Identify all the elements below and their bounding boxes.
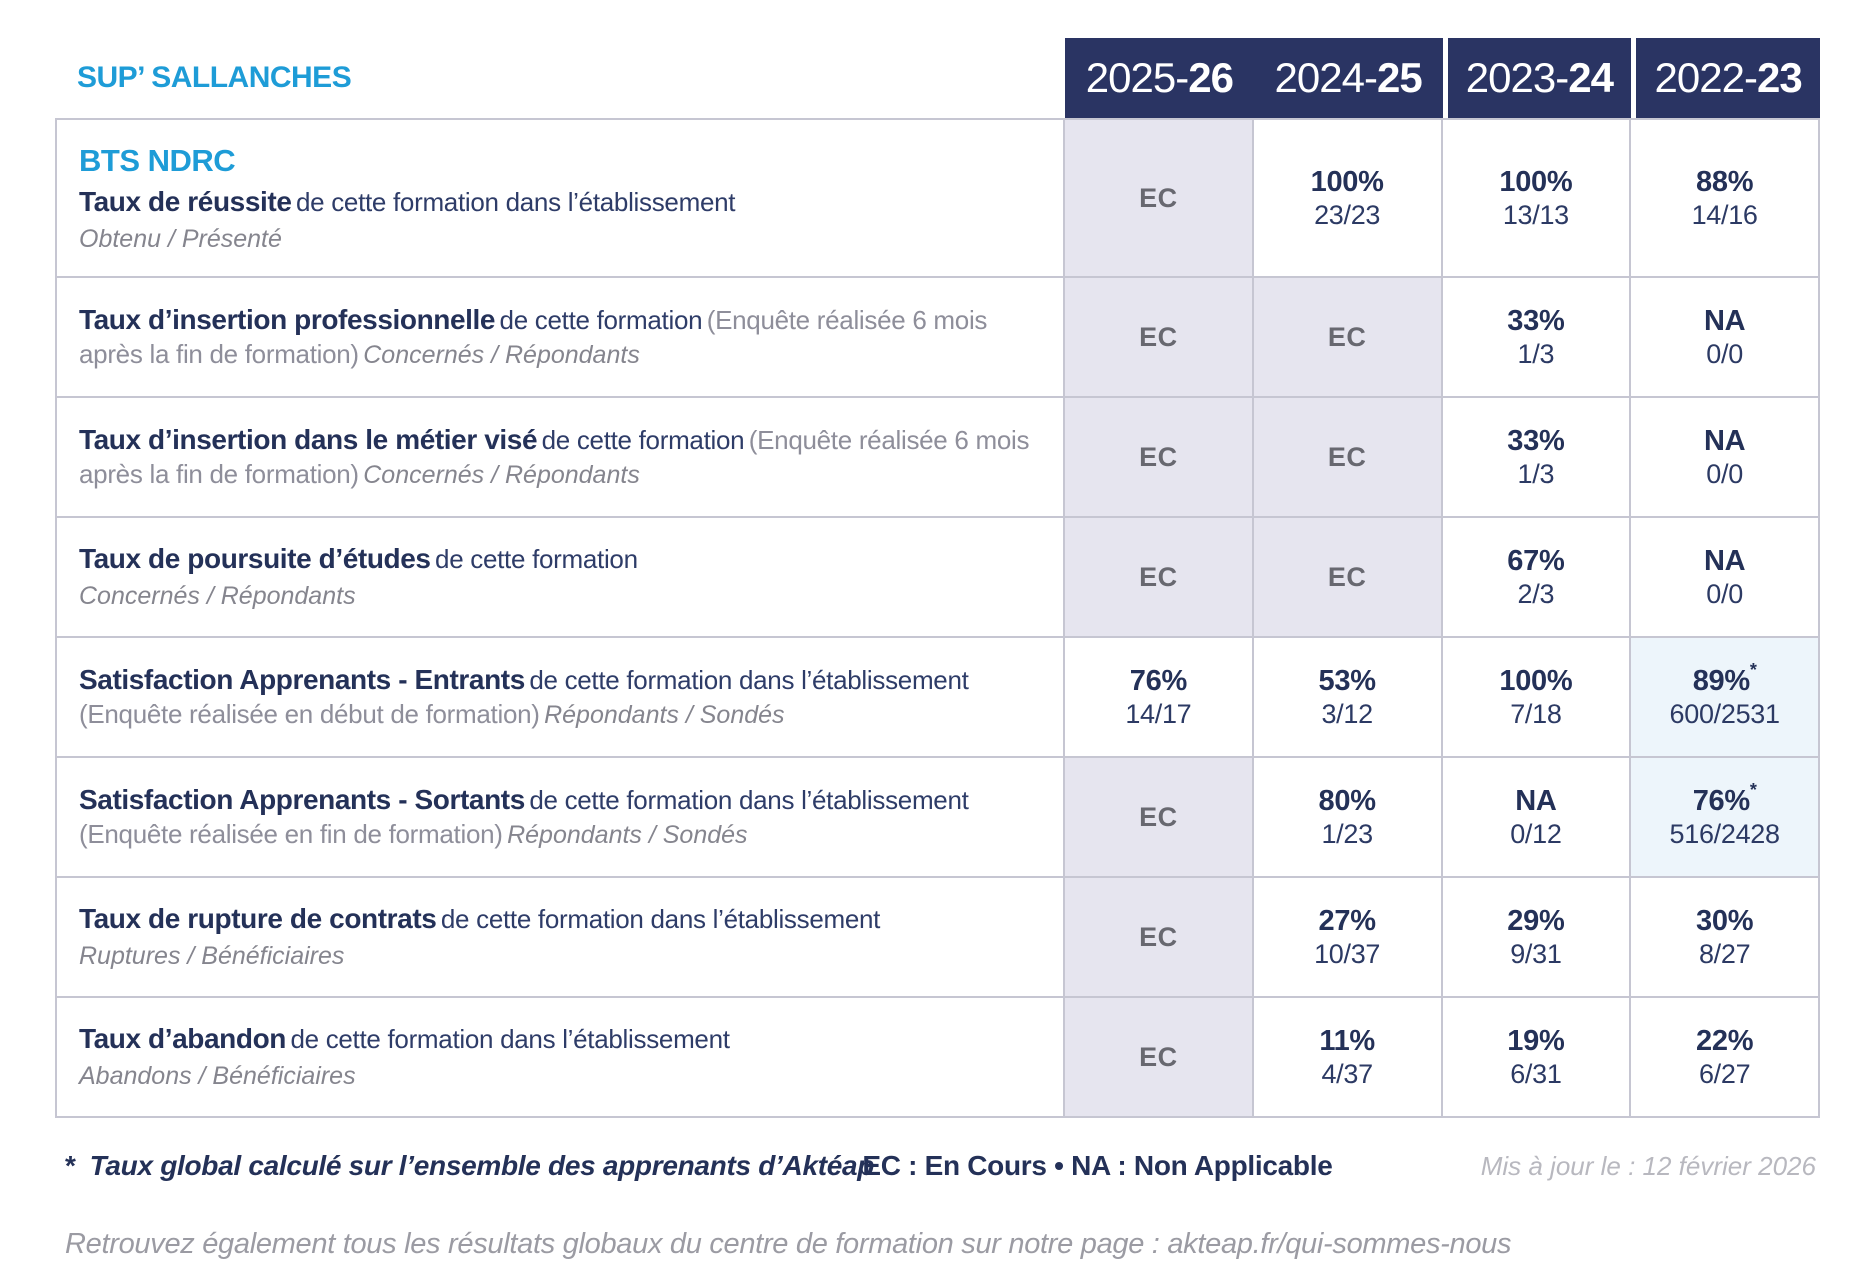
year-header-2025-26: 2025- 26 [1085,54,1234,101]
row-label: Satisfaction Apprenants - Sortants de ce… [57,758,1063,876]
row-label: Taux de rupture de contrats de cette for… [57,878,1063,996]
value-cell: 33% 1/3 [1440,398,1630,516]
value-cell: EC [1251,518,1441,636]
asterisk: * [1749,779,1757,800]
value-cell: EC [1063,998,1252,1116]
value-cell: 53% 3/12 [1251,638,1441,756]
row-label: Taux d’abandon de cette formation dans l… [57,998,1063,1116]
row-label: Taux d’insertion professionnelle de cett… [57,278,1063,396]
row-label: BTS NDRC Taux de réussite de cette forma… [57,120,1063,276]
year-header-2024-25: 2024- 25 [1274,54,1423,101]
asterisk: * [65,1150,76,1181]
year-header-2022-23: 2022- 23 [1631,38,1820,118]
row-sublabel: Abandons / Bénéficiaires [79,1061,356,1090]
value-cell: 11% 4/37 [1251,998,1441,1116]
table-row: Taux d’abandon de cette formation dans l… [57,996,1818,1116]
value-cell: NA 0/0 [1629,278,1818,396]
value-cell: 30% 8/27 [1629,878,1818,996]
value-cell: NA 0/0 [1629,398,1818,516]
table-row: Satisfaction Apprenants - Entrants de ce… [57,636,1818,756]
year-header-group-recent: 2025- 26 2024- 25 [1065,38,1443,118]
value-cell: 29% 9/31 [1440,878,1630,996]
value-cell: 76% 14/17 [1063,638,1252,756]
abbreviation-legend: EC : En Cours • NA : Non Applicable [862,1150,1333,1181]
table-row: Taux d’insertion dans le métier visé de … [57,396,1818,516]
last-updated: Mis à jour le : 12 février 2026 [1480,1151,1816,1181]
program-title: BTS NDRC [79,142,236,178]
table-row: Taux de poursuite d’études de cette form… [57,516,1818,636]
row-sublabel: Obtenu / Présenté [79,224,282,253]
asterisk: * [1749,659,1757,680]
value-cell: 19% 6/31 [1440,998,1630,1116]
value-cell: EC [1251,398,1441,516]
year-header-2023-24: 2023- 24 [1442,38,1632,118]
value-cell: 27% 10/37 [1251,878,1441,996]
table-header: SUP’ SALLANCHES 2025- 26 2024- 25 2023- 24 … [55,38,1820,118]
value-cell: 80% 1/23 [1251,758,1441,876]
value-cell: 100% 23/23 [1251,120,1441,276]
value-cell: 33% 1/3 [1440,278,1630,396]
footnote-bar: * Taux global calculé sur l’ensemble des … [55,1150,1820,1182]
row-sublabel: Concernés / Répondants [79,581,356,610]
results-sheet: SUP’ SALLANCHES 2025- 26 2024- 25 2023- 24 … [55,0,1820,1261]
value-cell: EC [1063,120,1252,276]
global-results-note: Retrouvez également tous les résultats g… [65,1228,1512,1260]
value-cell: NA 0/12 [1440,758,1630,876]
table-row: Satisfaction Apprenants - Sortants de ce… [57,756,1818,876]
row-label: Taux d’insertion dans le métier visé de … [57,398,1063,516]
value-cell: EC [1251,278,1441,396]
table-row: BTS NDRC Taux de réussite de cette forma… [57,120,1818,276]
global-rate-note: * Taux global calculé sur l’ensemble des … [65,1150,875,1181]
value-cell: 22% 6/27 [1629,998,1818,1116]
value-cell: NA 0/0 [1629,518,1818,636]
value-cell: 67% 2/3 [1440,518,1630,636]
results-table: BTS NDRC Taux de réussite de cette forma… [55,118,1820,1118]
row-label: Taux de poursuite d’études de cette form… [57,518,1063,636]
value-cell-global: 76%* 516/2428 [1629,758,1818,876]
table-row: Taux d’insertion professionnelle de cett… [57,276,1818,396]
value-cell-global: 89%* 600/2531 [1629,638,1818,756]
table-row: Taux de rupture de contrats de cette for… [57,876,1818,996]
value-cell: 88% 14/16 [1629,120,1818,276]
value-cell: 100% 7/18 [1440,638,1630,756]
value-cell: EC [1063,758,1252,876]
value-cell: EC [1063,278,1252,396]
value-cell: EC [1063,398,1252,516]
value-cell: EC [1063,518,1252,636]
page-title: SUP’ SALLANCHES [77,61,352,94]
value-cell: 100% 13/13 [1440,120,1630,276]
row-sublabel: Ruptures / Bénéficiaires [79,941,345,970]
row-label: Satisfaction Apprenants - Entrants de ce… [57,638,1063,756]
value-cell: EC [1063,878,1252,996]
